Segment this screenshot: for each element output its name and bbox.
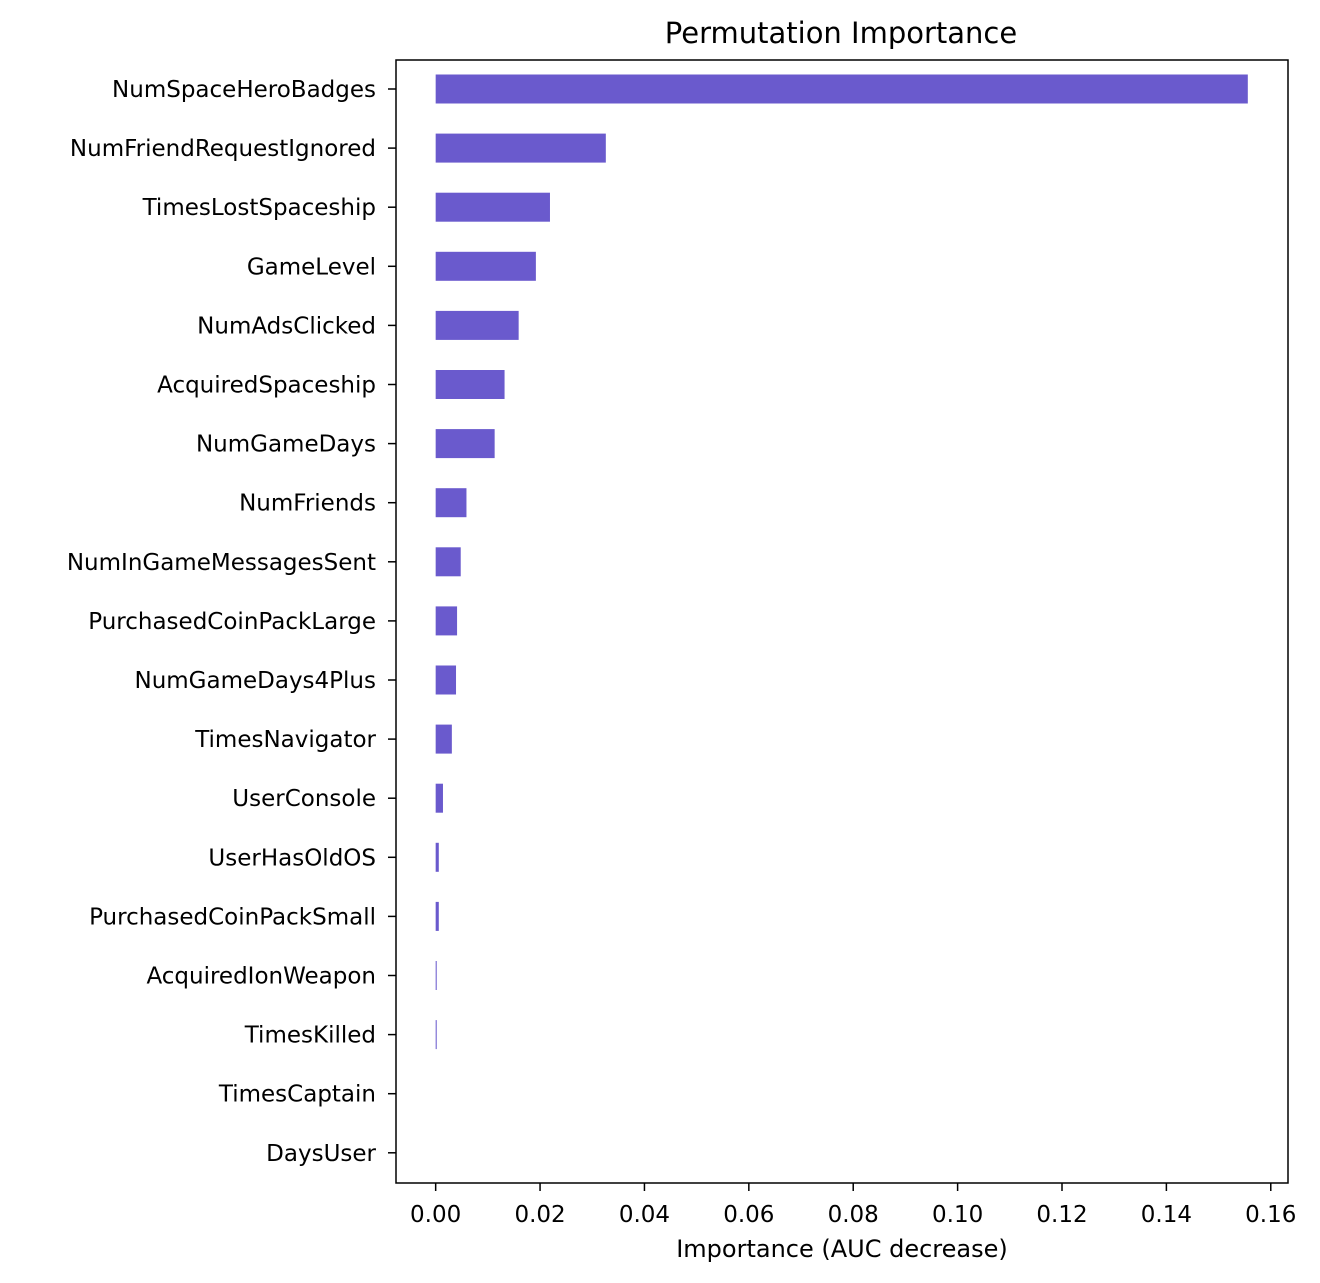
bar-NumSpaceHeroBadges (435, 74, 1248, 104)
y-tick-label: TimesLostSpaceship (142, 195, 376, 221)
bar-group (435, 74, 1248, 1050)
y-tick-label: NumGameDays (196, 432, 376, 458)
x-tick-label: 0.12 (1036, 1202, 1087, 1228)
bar-UserConsole (435, 783, 443, 813)
x-axis-label: Importance (AUC decrease) (676, 1235, 1008, 1263)
x-tick-label: 0.08 (828, 1202, 879, 1228)
y-tick-label: NumInGameMessagesSent (67, 550, 376, 576)
bar-GameLevel (435, 251, 536, 281)
bar-NumFriends (435, 488, 467, 518)
y-axis-ticks: NumSpaceHeroBadges NumFriendRequestIgnore… (67, 77, 396, 1167)
bar-PurchasedCoinPackSmall (435, 901, 439, 931)
y-tick-label: PurchasedCoinPackSmall (89, 904, 376, 930)
bar-TimesLostSpaceship (435, 192, 550, 222)
y-tick-label: DaysUser (266, 1141, 376, 1167)
y-tick-label: GameLevel (247, 254, 376, 280)
x-tick-label: 0.10 (932, 1202, 983, 1228)
y-tick-label: AcquiredSpaceship (157, 373, 376, 399)
bar-NumGameDays4Plus (435, 665, 457, 695)
y-tick-label: PurchasedCoinPackLarge (88, 609, 376, 635)
x-tick-label: 0.00 (410, 1202, 461, 1228)
y-tick-label: NumFriends (239, 491, 376, 517)
bar-PurchasedCoinPackLarge (435, 606, 458, 636)
bar-NumGameDays (435, 429, 495, 459)
y-tick-label: NumGameDays4Plus (134, 668, 376, 694)
bar-AcquiredSpaceship (435, 370, 505, 399)
x-axis-ticks: 0.00 0.02 0.04 0.06 0.08 0.10 0.12 0.14 0.16 (410, 1183, 1296, 1228)
y-tick-label: TimesCaptain (218, 1082, 376, 1108)
y-tick-label: NumAdsClicked (197, 313, 376, 339)
bar-NumFriendRequestIgnored (435, 133, 606, 163)
y-tick-label: TimesNavigator (194, 727, 376, 753)
y-tick-label: TimesKilled (244, 1023, 376, 1049)
y-tick-label: NumFriendRequestIgnored (70, 136, 376, 162)
x-tick-label: 0.06 (723, 1202, 774, 1228)
y-tick-label: UserHasOldOS (208, 845, 376, 871)
x-tick-label: 0.14 (1141, 1202, 1192, 1228)
bar-AcquiredIonWeapon (435, 961, 437, 990)
x-tick-label: 0.16 (1245, 1202, 1296, 1228)
x-tick-label: 0.02 (514, 1202, 565, 1228)
bar-TimesKilled (435, 1020, 437, 1050)
bar-NumAdsClicked (435, 310, 519, 340)
y-tick-label: AcquiredIonWeapon (146, 964, 376, 990)
bar-TimesNavigator (435, 724, 452, 754)
x-tick-label: 0.04 (619, 1202, 670, 1228)
y-tick-label: UserConsole (232, 786, 376, 812)
chart-title: Permutation Importance (665, 16, 1017, 50)
bar-NumInGameMessagesSent (435, 547, 461, 577)
y-tick-label: NumSpaceHeroBadges (112, 77, 376, 103)
plot-frame (395, 59, 1289, 1184)
bar-UserHasOldOS (435, 842, 439, 872)
